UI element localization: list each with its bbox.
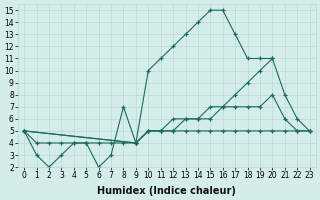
X-axis label: Humidex (Indice chaleur): Humidex (Indice chaleur): [98, 186, 236, 196]
